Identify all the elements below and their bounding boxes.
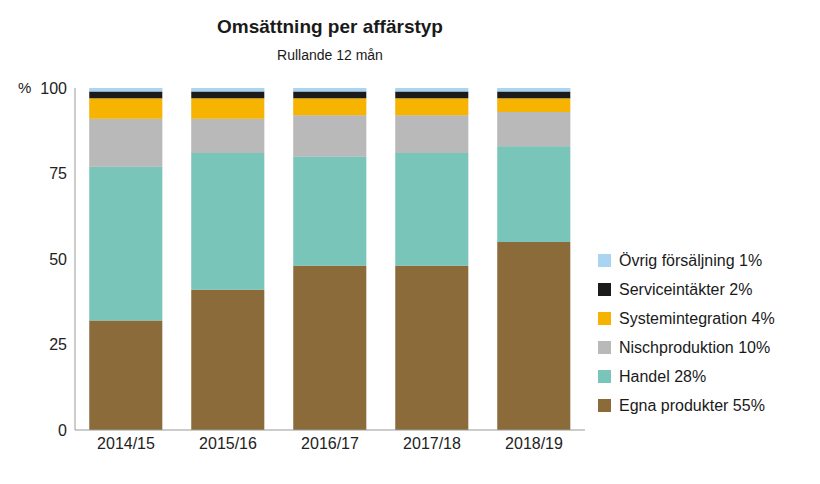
svg-text:25: 25: [49, 336, 67, 353]
svg-text:2018/19: 2018/19: [505, 435, 563, 452]
svg-text:2015/16: 2015/16: [199, 435, 257, 452]
html-text:Systemintegration 4%: Systemintegration 4%: [619, 309, 775, 327]
svg-text:75: 75: [49, 165, 67, 182]
svg-text:50: 50: [49, 251, 67, 268]
html-text:Nischproduktion 10%: Nischproduktion 10%: [619, 338, 771, 356]
html-text:Handel 28%: Handel 28%: [619, 367, 707, 385]
html-text:Övrig försäljning 1%: Övrig försäljning 1%: [619, 251, 763, 269]
html-text:Omsättning per affärstyp: Omsättning per affärstyp: [217, 16, 443, 37]
svg-text:100: 100: [40, 80, 67, 97]
html-text:Rullande 12 mån: Rullande 12 mån: [277, 47, 383, 63]
svg-text:0: 0: [58, 422, 67, 439]
html-text:Serviceintäkter 2%: Serviceintäkter 2%: [619, 280, 753, 298]
svg-text:2014/15: 2014/15: [97, 435, 155, 452]
svg-text:2016/17: 2016/17: [301, 435, 359, 452]
svg-text:2017/18: 2017/18: [403, 435, 461, 452]
html-text:Egna produkter 55%: Egna produkter 55%: [619, 396, 765, 414]
